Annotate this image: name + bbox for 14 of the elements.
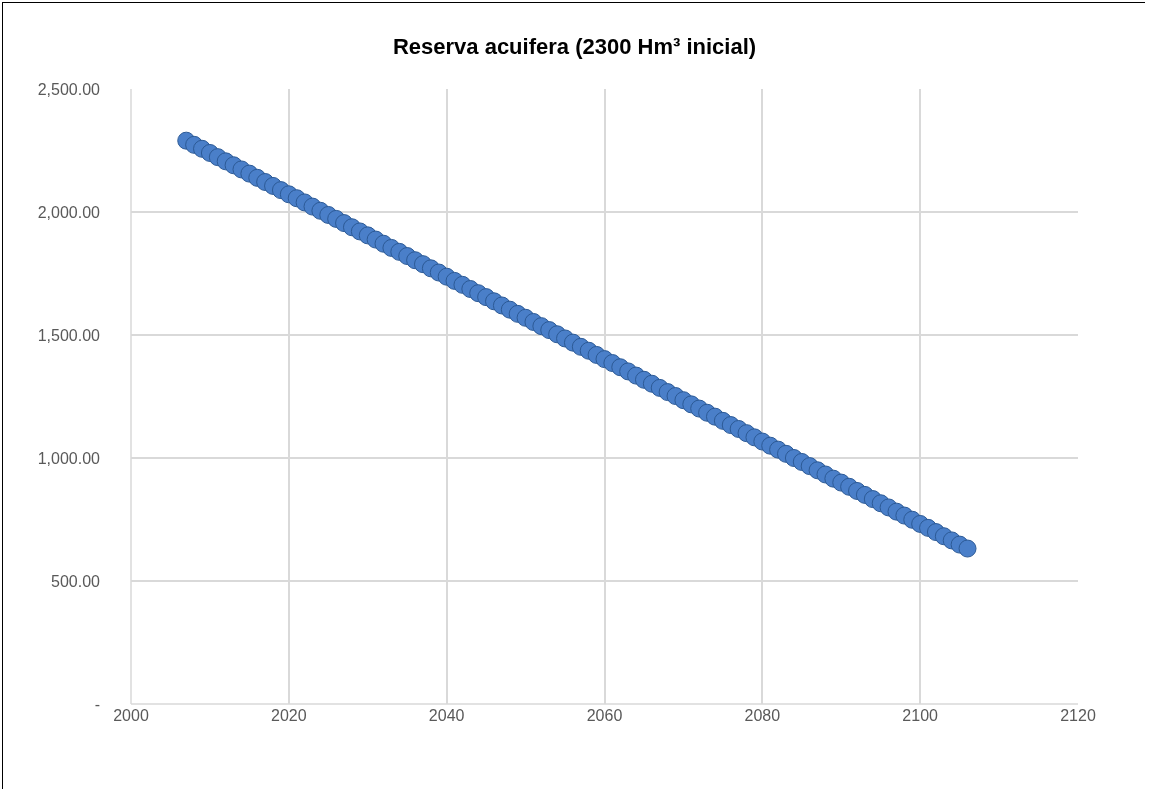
chart-title: Reserva acuifera (2300 Hm³ inicial) [392,33,757,59]
y-tick-label: - [94,695,100,713]
y-tick-label: 1,000.00 [37,449,101,467]
x-tick-label: 2000 [113,707,149,724]
y-tick-label: 2,500.00 [37,80,101,98]
x-tick-label: 2020 [271,707,307,724]
y-tick-label: 500.00 [51,572,101,590]
x-tick-label: 2100 [902,707,939,724]
x-tick-label: 2040 [428,707,465,724]
x-tick-label: 2080 [744,707,781,724]
x-tick-label: 2120 [1060,707,1096,724]
x-tick-label: 2060 [586,707,623,724]
y-tick-label: 2,000.00 [37,203,101,221]
y-tick-label: 1,500.00 [37,326,101,344]
